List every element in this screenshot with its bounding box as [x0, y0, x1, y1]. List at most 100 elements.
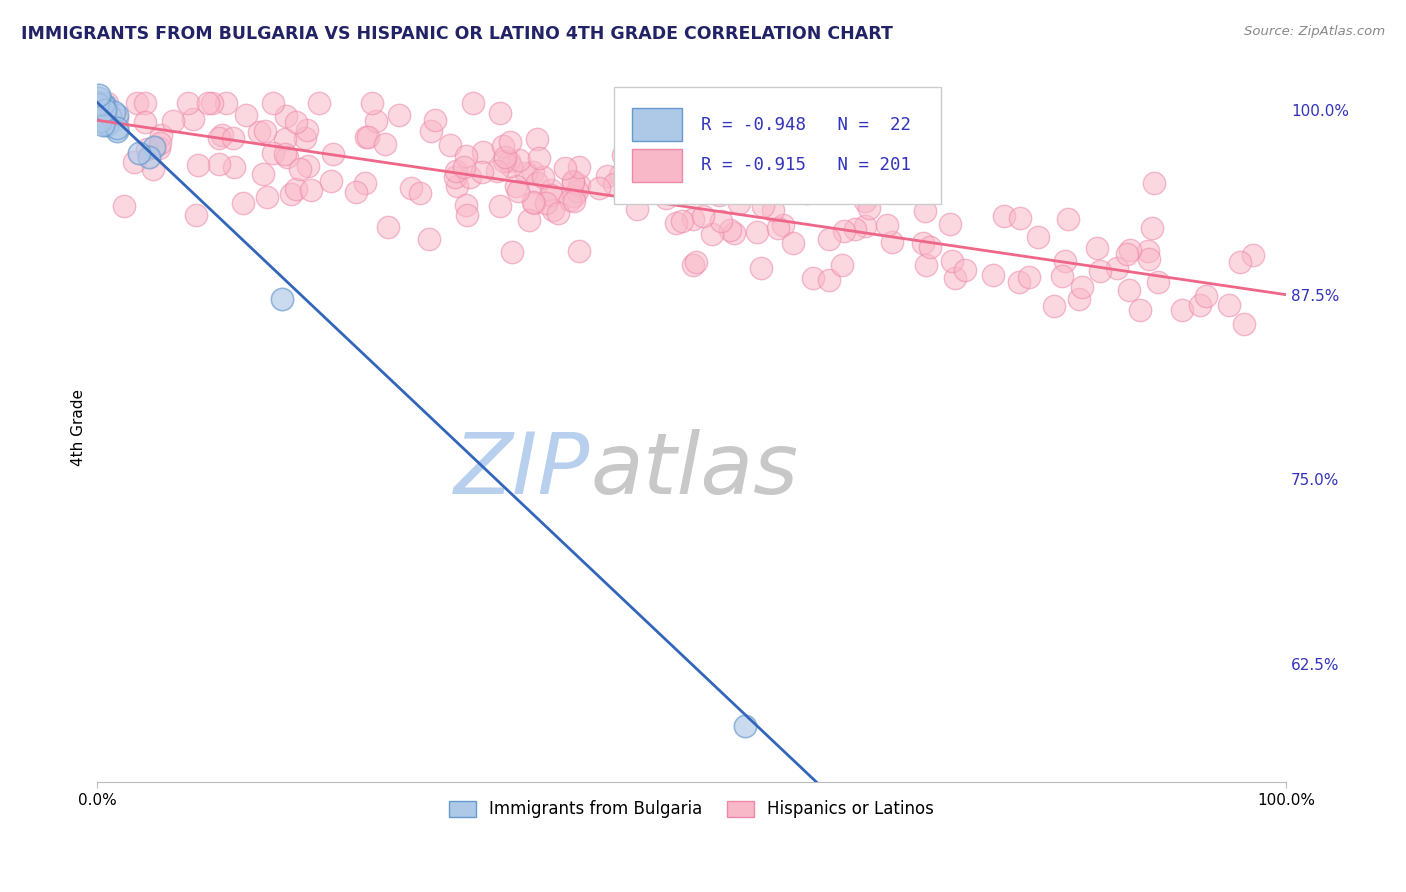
Point	[766, 221, 789, 235]
Point	[688, 179, 710, 194]
Point	[439, 137, 461, 152]
Point	[208, 157, 231, 171]
Point	[94, 97, 117, 112]
Point	[366, 113, 388, 128]
Point	[568, 178, 591, 193]
Point	[529, 151, 551, 165]
Point	[939, 217, 962, 231]
Point	[560, 193, 582, 207]
Point	[409, 186, 432, 201]
Point	[1007, 275, 1029, 289]
Text: R = -0.915   N = 201: R = -0.915 N = 201	[702, 156, 911, 174]
Point	[1018, 270, 1040, 285]
Point	[94, 103, 117, 118]
Text: IMMIGRANTS FROM BULGARIA VS HISPANIC OR LATINO 4TH GRADE CORRELATION CHART: IMMIGRANTS FROM BULGARIA VS HISPANIC OR …	[21, 25, 893, 43]
Point	[274, 109, 297, 123]
Point	[540, 183, 562, 197]
Point	[222, 161, 245, 175]
Point	[420, 124, 443, 138]
Point	[762, 202, 785, 217]
Point	[91, 118, 114, 132]
Point	[208, 131, 231, 145]
Point	[443, 169, 465, 184]
Point	[801, 270, 824, 285]
Point	[1118, 283, 1140, 297]
Point	[501, 244, 523, 259]
Point	[125, 95, 148, 110]
Point	[148, 141, 170, 155]
Point	[981, 268, 1004, 283]
Text: R = -0.948   N =  22: R = -0.948 N = 22	[702, 116, 911, 134]
Point	[858, 201, 880, 215]
Text: atlas: atlas	[591, 429, 799, 512]
Point	[294, 130, 316, 145]
Point	[943, 270, 966, 285]
Point	[387, 108, 409, 122]
Point	[1057, 212, 1080, 227]
Point	[531, 170, 554, 185]
Point	[853, 194, 876, 209]
Point	[1054, 253, 1077, 268]
Point	[103, 105, 125, 120]
Point	[993, 209, 1015, 223]
Point	[522, 195, 544, 210]
Point	[91, 96, 114, 111]
Point	[247, 125, 270, 139]
Point	[508, 153, 530, 168]
Point	[692, 209, 714, 223]
Point	[1067, 292, 1090, 306]
Point	[1008, 211, 1031, 225]
Point	[700, 227, 723, 242]
FancyBboxPatch shape	[614, 87, 941, 204]
Point	[562, 175, 585, 189]
Point	[1195, 289, 1218, 303]
Point	[1233, 317, 1256, 331]
Point	[297, 159, 319, 173]
Point	[134, 115, 156, 129]
Point	[471, 165, 494, 179]
Point	[377, 220, 399, 235]
Point	[626, 202, 648, 216]
Point	[211, 128, 233, 143]
Point	[270, 292, 292, 306]
Point	[915, 258, 938, 272]
Point	[322, 147, 344, 161]
Point	[399, 181, 422, 195]
Point	[920, 240, 942, 254]
Point	[184, 208, 207, 222]
Point	[100, 109, 122, 123]
Point	[485, 164, 508, 178]
Point	[866, 165, 889, 179]
Point	[96, 118, 118, 132]
Point	[308, 95, 330, 110]
Point	[541, 203, 564, 218]
Point	[1147, 275, 1170, 289]
Point	[752, 199, 775, 213]
Point	[723, 226, 745, 240]
Text: Source: ZipAtlas.com: Source: ZipAtlas.com	[1244, 25, 1385, 38]
Point	[215, 95, 238, 110]
Point	[128, 146, 150, 161]
Point	[87, 88, 110, 103]
Point	[197, 95, 219, 110]
Point	[568, 244, 591, 258]
Point	[444, 164, 467, 178]
Point	[1140, 221, 1163, 235]
Point	[97, 117, 120, 131]
Point	[682, 186, 704, 200]
Point	[183, 112, 205, 127]
Point	[522, 165, 544, 179]
Point	[456, 208, 478, 222]
Point	[682, 211, 704, 226]
Point	[1070, 280, 1092, 294]
Point	[505, 178, 527, 193]
Point	[112, 199, 135, 213]
Point	[536, 195, 558, 210]
Point	[222, 131, 245, 145]
Point	[734, 719, 756, 733]
Point	[356, 130, 378, 145]
Point	[1229, 255, 1251, 269]
Point	[621, 179, 644, 194]
Point	[135, 142, 157, 156]
FancyBboxPatch shape	[633, 149, 682, 181]
